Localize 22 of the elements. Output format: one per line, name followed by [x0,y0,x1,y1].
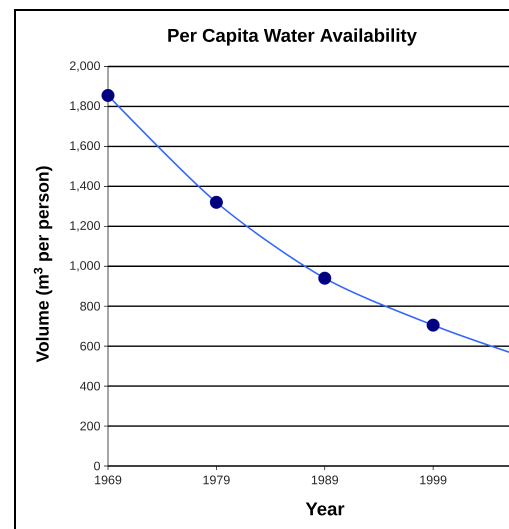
y-tick-label: 1,400 [70,181,100,192]
point [426,318,440,332]
chart-title: Per Capita Water Availability [168,28,417,46]
y-tick-label: 1,800 [70,101,100,112]
x-tick-label: 1969 [95,476,122,484]
x-tick-label: 1999 [420,476,446,484]
y-tick-label: 800 [80,302,100,311]
point [210,196,223,209]
y-axis-title: Volume (m$^{3}$ per person) [34,166,52,362]
point [102,88,114,102]
y-tick-label: 1,600 [70,141,100,152]
y-tick-label: 2,000 [70,61,100,72]
y-tick-label: 1,200 [70,221,100,232]
y-tick-label: 1,000 [70,261,100,272]
y-tick-label: 600 [80,342,100,351]
y-tick-label: 400 [80,382,100,391]
x-tick-label: 1979 [203,476,230,484]
point [318,272,332,285]
x-tick-label: 1989 [312,476,338,484]
y-tick-label: 0 [94,462,100,470]
y-tick-label: 200 [80,422,100,430]
x-axis-title: Year [306,502,344,516]
